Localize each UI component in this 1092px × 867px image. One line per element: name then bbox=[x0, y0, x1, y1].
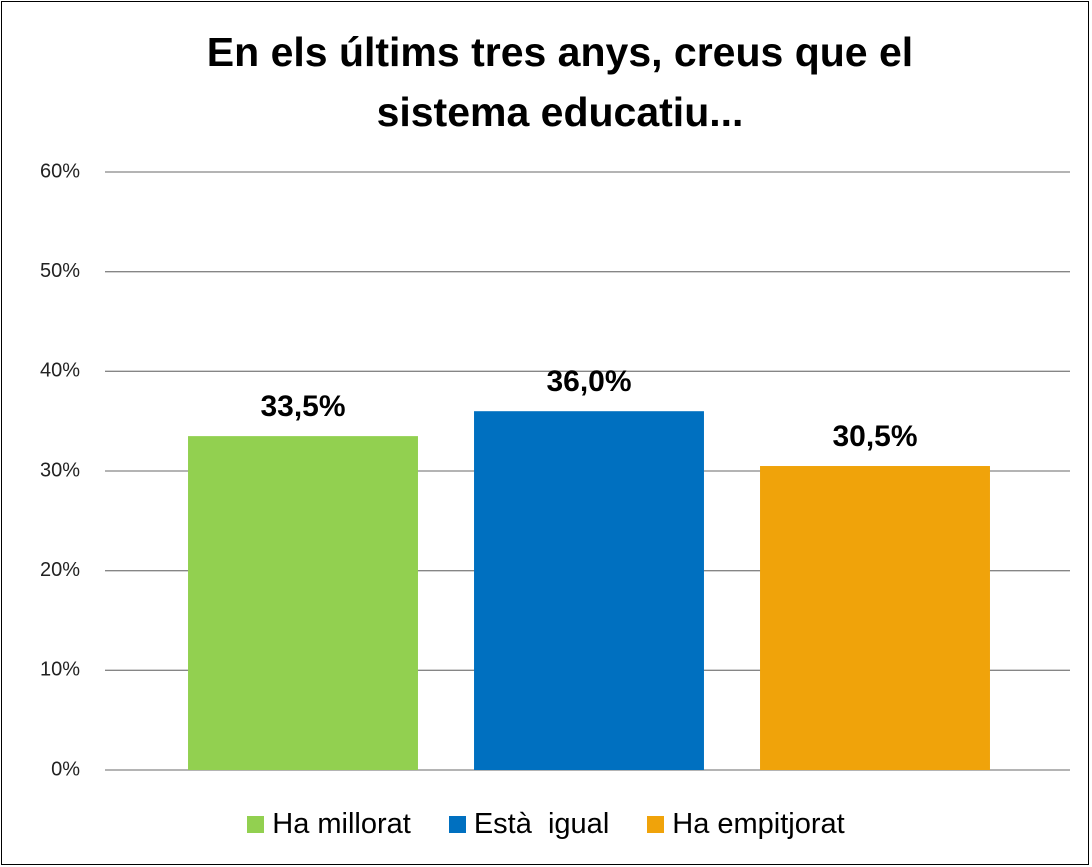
value-label: 33,5% bbox=[260, 390, 345, 423]
y-tick-label: 50% bbox=[40, 260, 80, 282]
value-label: 30,5% bbox=[832, 420, 917, 453]
y-tick-label: 40% bbox=[40, 360, 80, 382]
bar bbox=[474, 411, 704, 770]
legend-item: Ha empitjorat bbox=[647, 808, 845, 841]
chart-title: En els últims tres anys, creus que el si… bbox=[206, 29, 914, 135]
legend: Ha millorat Està igual Ha empitjorat bbox=[0, 808, 1092, 841]
legend-swatch bbox=[647, 816, 665, 833]
value-label: 36,0% bbox=[546, 365, 631, 398]
y-tick-label: 0% bbox=[51, 758, 80, 780]
legend-item: Ha millorat bbox=[247, 808, 411, 841]
legend-swatch bbox=[247, 816, 265, 833]
legend-label: Està igual bbox=[473, 808, 610, 840]
legend-item: Està igual bbox=[448, 808, 610, 841]
y-tick-label: 60% bbox=[40, 160, 80, 182]
y-tick-label: 30% bbox=[40, 459, 80, 481]
y-tick-label: 20% bbox=[40, 559, 80, 581]
y-tick-label: 10% bbox=[40, 659, 80, 681]
bar bbox=[760, 466, 990, 770]
legend-label: Ha empitjorat bbox=[672, 808, 845, 840]
legend-label: Ha millorat bbox=[272, 808, 411, 840]
bar bbox=[188, 436, 418, 770]
legend-swatch bbox=[448, 816, 466, 833]
